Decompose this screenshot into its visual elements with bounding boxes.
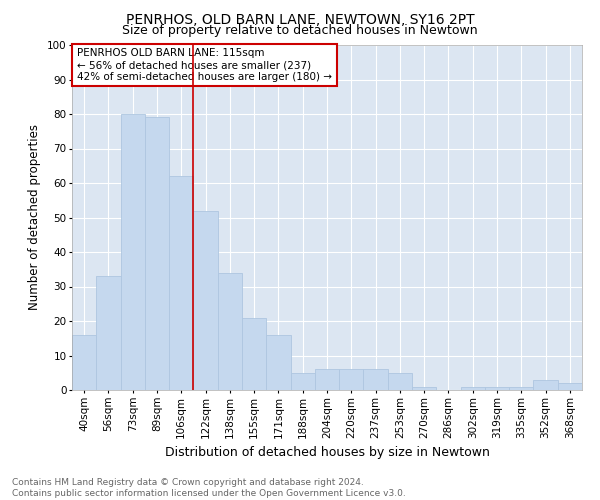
Bar bbox=[121, 114, 145, 390]
Bar bbox=[72, 335, 96, 390]
Bar bbox=[96, 276, 121, 390]
Bar bbox=[533, 380, 558, 390]
X-axis label: Distribution of detached houses by size in Newtown: Distribution of detached houses by size … bbox=[164, 446, 490, 459]
Bar bbox=[339, 370, 364, 390]
Bar bbox=[266, 335, 290, 390]
Bar bbox=[218, 272, 242, 390]
Bar bbox=[169, 176, 193, 390]
Bar bbox=[509, 386, 533, 390]
Text: Size of property relative to detached houses in Newtown: Size of property relative to detached ho… bbox=[122, 24, 478, 37]
Bar bbox=[558, 383, 582, 390]
Text: PENRHOS, OLD BARN LANE, NEWTOWN, SY16 2PT: PENRHOS, OLD BARN LANE, NEWTOWN, SY16 2P… bbox=[125, 12, 475, 26]
Bar bbox=[388, 373, 412, 390]
Bar bbox=[145, 118, 169, 390]
Bar bbox=[290, 373, 315, 390]
Y-axis label: Number of detached properties: Number of detached properties bbox=[28, 124, 41, 310]
Bar bbox=[485, 386, 509, 390]
Bar bbox=[242, 318, 266, 390]
Bar bbox=[193, 210, 218, 390]
Bar bbox=[364, 370, 388, 390]
Bar bbox=[315, 370, 339, 390]
Bar bbox=[412, 386, 436, 390]
Text: PENRHOS OLD BARN LANE: 115sqm
← 56% of detached houses are smaller (237)
42% of : PENRHOS OLD BARN LANE: 115sqm ← 56% of d… bbox=[77, 48, 332, 82]
Text: Contains HM Land Registry data © Crown copyright and database right 2024.
Contai: Contains HM Land Registry data © Crown c… bbox=[12, 478, 406, 498]
Bar bbox=[461, 386, 485, 390]
